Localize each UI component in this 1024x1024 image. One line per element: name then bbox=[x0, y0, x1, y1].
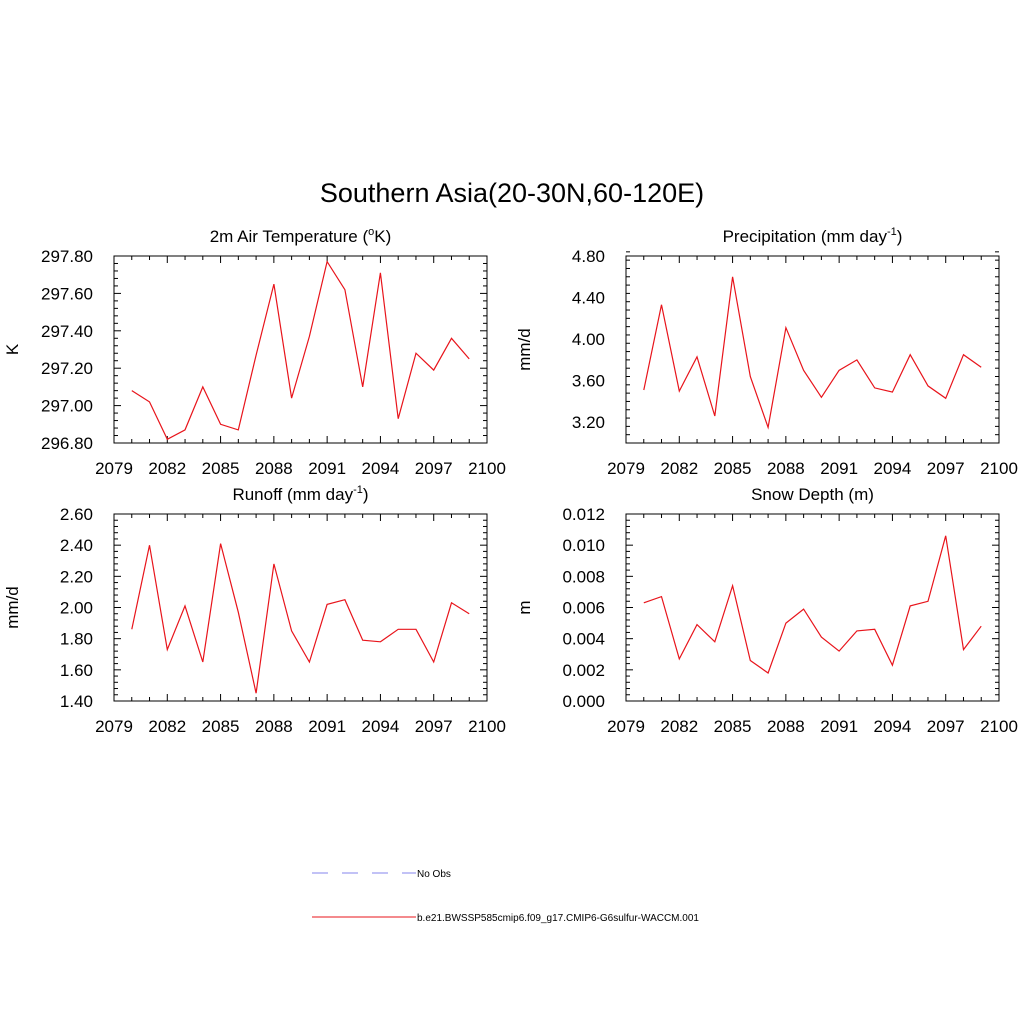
y-tick-label: 2.00 bbox=[60, 599, 93, 618]
series-line-runoff bbox=[131, 543, 470, 694]
panel-title-superscript: -1 bbox=[353, 484, 363, 496]
x-tick-label: 2085 bbox=[202, 459, 240, 478]
y-tick-label: 297.00 bbox=[41, 397, 93, 416]
x-tick-label: 2082 bbox=[148, 717, 186, 736]
legend-model-label: b.e21.BWSSP585cmip6.f09_g17.CMIP6-G6sulf… bbox=[417, 913, 699, 924]
panel-title: Precipitation (mm day-1) bbox=[723, 226, 903, 246]
x-tick-label: 2079 bbox=[607, 717, 645, 736]
y-tick-label: 297.40 bbox=[41, 322, 93, 341]
panel-title-tail: K) bbox=[374, 227, 391, 246]
x-tick-label: 2079 bbox=[607, 459, 645, 478]
panel-title-tail: ) bbox=[363, 485, 369, 504]
panel-title: Runoff (mm day-1) bbox=[232, 484, 368, 504]
y-tick-label: 2.20 bbox=[60, 567, 93, 586]
x-tick-label: 2100 bbox=[468, 717, 506, 736]
y-tick-label: 0.010 bbox=[562, 536, 605, 555]
panel-title-text: Precipitation (mm day bbox=[723, 227, 888, 246]
plot-frame bbox=[113, 255, 488, 444]
y-tick-label: 296.80 bbox=[41, 434, 93, 453]
y-tick-label: 0.004 bbox=[562, 630, 605, 649]
panel-precipitation: 2079 2082 2085 2088 2091 2094 2097 2100 3.20 3.60… bbox=[515, 226, 1018, 478]
y-tick-label: 297.60 bbox=[41, 284, 93, 303]
x-tick-label: 2097 bbox=[415, 717, 453, 736]
panel-title: 2m Air Temperature (oK) bbox=[210, 226, 392, 246]
y-axis-label: m bbox=[515, 600, 534, 614]
y-axis-label: K bbox=[3, 343, 22, 355]
x-tick-label: 2088 bbox=[767, 459, 805, 478]
y-tick-label: 4.00 bbox=[572, 330, 605, 349]
y-tick-label: 297.20 bbox=[41, 359, 93, 378]
y-tick-label: 3.60 bbox=[572, 372, 605, 391]
y-tick-label: 0.006 bbox=[562, 599, 605, 618]
x-tick-label: 2094 bbox=[362, 459, 400, 478]
x-tick-label: 2094 bbox=[362, 717, 400, 736]
x-tick-label: 2085 bbox=[714, 717, 752, 736]
y-tick-label: 4.40 bbox=[572, 289, 605, 308]
x-tick-label: 2088 bbox=[255, 717, 293, 736]
x-tick-label: 2091 bbox=[308, 717, 346, 736]
series-line-precipitation bbox=[643, 276, 982, 430]
panel-title-text: 2m Air Temperature ( bbox=[210, 227, 369, 246]
y-tick-label: 0.002 bbox=[562, 661, 605, 680]
panel-runoff: 2079 2082 2085 2088 2091 2094 2097 2100 1.40 1.60… bbox=[3, 484, 506, 736]
y-tick-label: 0.008 bbox=[562, 567, 605, 586]
x-tick-label: 2082 bbox=[660, 459, 698, 478]
x-tick-label: 2094 bbox=[874, 717, 912, 736]
x-tick-label: 2091 bbox=[820, 459, 858, 478]
y-tick-label: 4.80 bbox=[572, 247, 605, 266]
plot-frame bbox=[113, 513, 488, 702]
x-tick-label: 2097 bbox=[927, 717, 965, 736]
y-tick-label: 1.40 bbox=[60, 692, 93, 711]
x-tick-label: 2079 bbox=[95, 459, 133, 478]
panel-title-superscript: o bbox=[368, 226, 374, 238]
y-tick-label: 1.60 bbox=[60, 661, 93, 680]
x-tick-label: 2097 bbox=[927, 459, 965, 478]
y-tick-label: 0.012 bbox=[562, 505, 605, 524]
x-tick-label: 2100 bbox=[980, 459, 1018, 478]
x-tick-label: 2088 bbox=[767, 717, 805, 736]
panel-title-text: Runoff (mm day bbox=[232, 485, 353, 504]
x-tick-label: 2088 bbox=[255, 459, 293, 478]
y-tick-label: 1.80 bbox=[60, 630, 93, 649]
x-tick-label: 2085 bbox=[714, 459, 752, 478]
panel-temperature: 2079 2082 2085 2088 2091 2094 2097 2100 296.80 29… bbox=[3, 226, 506, 478]
y-tick-label: 0.000 bbox=[562, 692, 605, 711]
series-line-snow-depth bbox=[643, 535, 982, 674]
x-tick-label: 2082 bbox=[148, 459, 186, 478]
x-tick-label: 2097 bbox=[415, 459, 453, 478]
panel-title-tail: ) bbox=[897, 227, 903, 246]
y-tick-label: 297.80 bbox=[41, 247, 93, 266]
x-tick-label: 2079 bbox=[95, 717, 133, 736]
y-axis-label: mm/d bbox=[515, 328, 534, 371]
y-axis-label: mm/d bbox=[3, 586, 22, 629]
y-tick-label: 2.40 bbox=[60, 536, 93, 555]
panel-title-text: Snow Depth (m) bbox=[751, 485, 874, 504]
series-line-temperature bbox=[131, 260, 470, 441]
panel-title: Snow Depth (m) bbox=[751, 485, 874, 504]
x-tick-label: 2091 bbox=[820, 717, 858, 736]
legend: No Obs b.e21.BWSSP585cmip6.f09_g17.CMIP6… bbox=[312, 869, 699, 924]
plot-frame bbox=[625, 255, 1000, 444]
y-tick-label: 3.20 bbox=[572, 413, 605, 432]
x-tick-label: 2094 bbox=[874, 459, 912, 478]
x-tick-label: 2100 bbox=[468, 459, 506, 478]
x-tick-label: 2100 bbox=[980, 717, 1018, 736]
plot-frame bbox=[625, 513, 1000, 702]
figure-title: Southern Asia(20-30N,60-120E) bbox=[320, 178, 704, 208]
x-tick-label: 2082 bbox=[660, 717, 698, 736]
x-tick-label: 2085 bbox=[202, 717, 240, 736]
panel-snow-depth: 2079 2082 2085 2088 2091 2094 2097 2100 0.000 0.0… bbox=[515, 485, 1018, 736]
x-tick-label: 2091 bbox=[308, 459, 346, 478]
panel-title-superscript: -1 bbox=[887, 226, 897, 238]
legend-no-obs-label: No Obs bbox=[417, 869, 451, 880]
y-tick-label: 2.60 bbox=[60, 505, 93, 524]
